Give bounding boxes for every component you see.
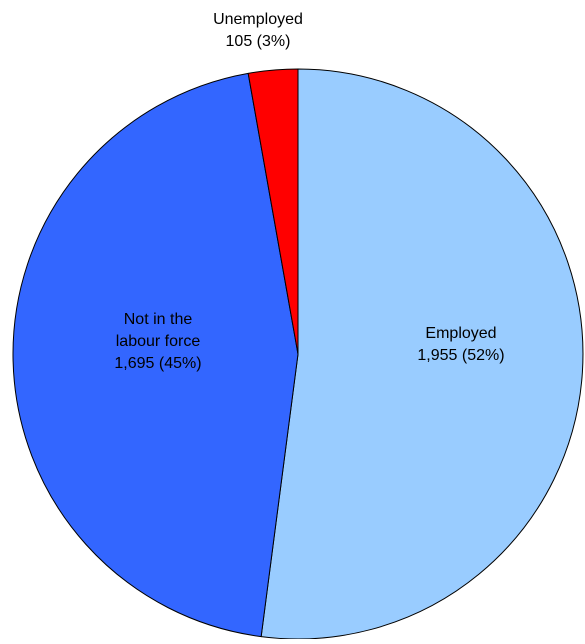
pie-label-name-line: Unemployed — [213, 11, 303, 28]
pie-label-name-line: labour force — [116, 333, 201, 350]
pie-label-value: 1,695 (45%) — [114, 355, 201, 372]
pie-label-name-line: Employed — [425, 325, 496, 342]
pie-label-not-in-the-labour-force: Not in the labour force 1,695 (45%) — [114, 311, 201, 372]
pie-label-name-line: Not in the — [124, 311, 193, 328]
pie-label-unemployed: Unemployed 105 (3%) — [213, 11, 303, 50]
pie-label-value: 1,955 (52%) — [417, 347, 504, 364]
pie-label-value: 105 (3%) — [226, 33, 291, 50]
